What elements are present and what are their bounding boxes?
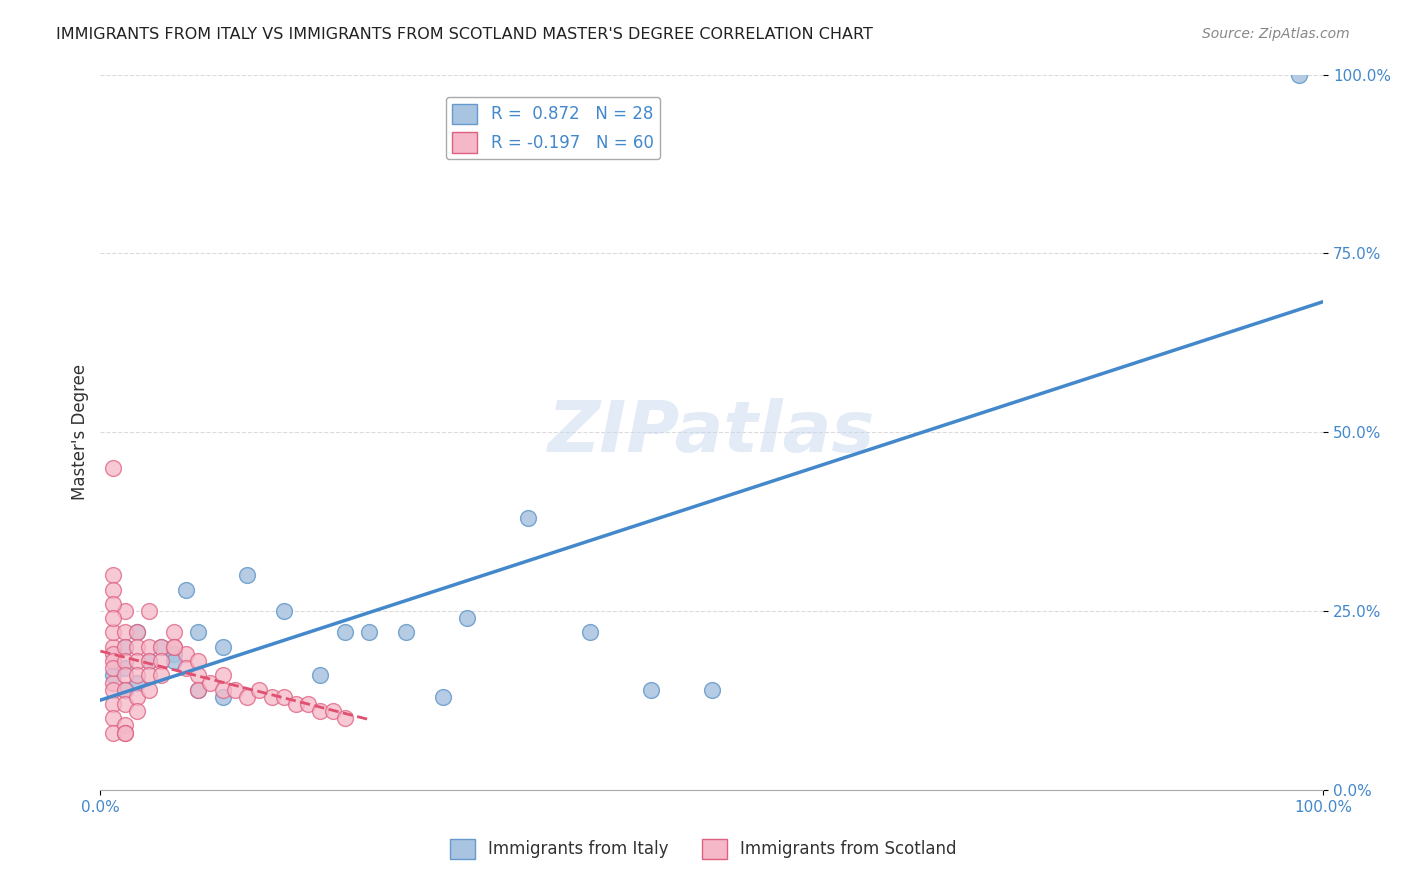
Point [273, 604, 295, 618]
Point [138, 668, 160, 682]
Point [187, 668, 209, 682]
Point [114, 697, 136, 711]
Point [114, 661, 136, 675]
Point [101, 461, 124, 475]
Point [101, 725, 124, 739]
Point [395, 625, 418, 640]
Point [578, 625, 600, 640]
Y-axis label: Master's Degree: Master's Degree [72, 364, 89, 500]
Point [101, 654, 124, 668]
Point [187, 682, 209, 697]
Point [101, 711, 124, 725]
Point [163, 647, 186, 661]
Point [211, 682, 233, 697]
Point [359, 625, 381, 640]
Text: IMMIGRANTS FROM ITALY VS IMMIGRANTS FROM SCOTLAND MASTER'S DEGREE CORRELATION CH: IMMIGRANTS FROM ITALY VS IMMIGRANTS FROM… [56, 27, 873, 42]
Point [150, 654, 173, 668]
Point [163, 640, 186, 654]
Point [247, 682, 270, 697]
Point [125, 668, 148, 682]
Point [114, 625, 136, 640]
Point [700, 682, 723, 697]
Point [309, 668, 332, 682]
Point [322, 704, 344, 718]
Point [101, 661, 124, 675]
Point [125, 690, 148, 704]
Point [163, 640, 186, 654]
Point [114, 682, 136, 697]
Point [101, 597, 124, 611]
Point [174, 661, 197, 675]
Legend: R =  0.872   N = 28, R = -0.197   N = 60: R = 0.872 N = 28, R = -0.197 N = 60 [446, 97, 659, 160]
Point [101, 675, 124, 690]
Point [309, 704, 332, 718]
Point [174, 582, 197, 597]
Point [285, 697, 308, 711]
Point [114, 725, 136, 739]
Point [125, 654, 148, 668]
Point [517, 511, 540, 525]
Point [150, 640, 173, 654]
Point [101, 582, 124, 597]
Point [163, 625, 186, 640]
Point [114, 654, 136, 668]
Point [138, 654, 160, 668]
Point [187, 625, 209, 640]
Point [101, 697, 124, 711]
Text: ZIPatlas: ZIPatlas [548, 398, 876, 467]
Point [101, 668, 124, 682]
Point [114, 640, 136, 654]
Legend: Immigrants from Italy, Immigrants from Scotland: Immigrants from Italy, Immigrants from S… [443, 832, 963, 866]
Point [297, 697, 319, 711]
Point [273, 690, 295, 704]
Point [174, 647, 197, 661]
Point [1288, 68, 1310, 82]
Point [114, 682, 136, 697]
Point [333, 711, 356, 725]
Point [138, 604, 160, 618]
Point [101, 682, 124, 697]
Point [101, 625, 124, 640]
Point [101, 640, 124, 654]
Point [236, 690, 259, 704]
Point [236, 568, 259, 582]
Text: Source: ZipAtlas.com: Source: ZipAtlas.com [1202, 27, 1350, 41]
Point [125, 704, 148, 718]
Point [138, 640, 160, 654]
Point [187, 682, 209, 697]
Point [224, 682, 246, 697]
Point [125, 625, 148, 640]
Point [101, 647, 124, 661]
Point [211, 668, 233, 682]
Point [163, 654, 186, 668]
Point [200, 675, 222, 690]
Point [432, 690, 454, 704]
Point [114, 604, 136, 618]
Point [260, 690, 283, 704]
Point [333, 625, 356, 640]
Point [114, 668, 136, 682]
Point [187, 654, 209, 668]
Point [150, 640, 173, 654]
Point [211, 640, 233, 654]
Point [138, 654, 160, 668]
Point [114, 640, 136, 654]
Point [150, 668, 173, 682]
Point [125, 675, 148, 690]
Point [456, 611, 478, 625]
Point [138, 682, 160, 697]
Point [125, 625, 148, 640]
Point [101, 611, 124, 625]
Point [640, 682, 662, 697]
Point [114, 718, 136, 732]
Point [101, 568, 124, 582]
Point [211, 690, 233, 704]
Point [114, 725, 136, 739]
Point [125, 640, 148, 654]
